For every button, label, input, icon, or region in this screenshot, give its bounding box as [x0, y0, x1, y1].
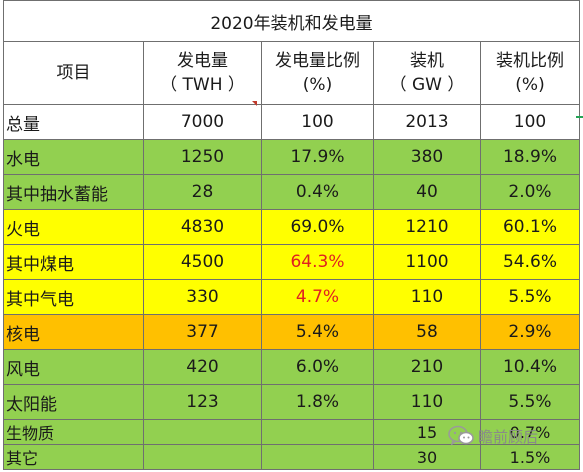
- cell-generation: 377: [143, 314, 262, 350]
- table-row: 其中气电 330 4.7% 110 5.5%: [3, 279, 580, 315]
- table-row: 生物质 15 0.7%: [3, 419, 580, 445]
- cell-capacity: 380: [373, 139, 481, 175]
- cell-capacity: 40: [373, 174, 481, 210]
- cell-capacity: 58: [373, 314, 481, 350]
- table-row: 水电 1250 17.9% 380 18.9%: [3, 139, 580, 175]
- header-capacity-ratio-unit: (%): [515, 75, 545, 95]
- cell-capacity-ratio: 18.9%: [480, 139, 580, 175]
- cell-generation: 28: [143, 174, 262, 210]
- header-item: 项目: [3, 41, 144, 105]
- cell-item: 其它: [3, 444, 144, 470]
- table-row: 太阳能 123 1.8% 110 5.5%: [3, 384, 580, 420]
- cell-capacity-ratio: 5.5%: [480, 384, 580, 420]
- header-capacity: 装机 （ GW ）: [373, 41, 481, 105]
- cell-capacity-ratio: 0.7%: [480, 419, 580, 445]
- cell-item: 生物质: [3, 419, 144, 445]
- cell-generation: 4830: [143, 209, 262, 245]
- cell-generation: 4500: [143, 244, 262, 280]
- table-row: 火电 4830 69.0% 1210 60.1%: [3, 209, 580, 245]
- cell-item: 其中气电: [3, 279, 144, 315]
- cell-generation: [143, 419, 262, 445]
- header-generation-ratio: 发电量比例 (%): [261, 41, 374, 105]
- header-generation-ratio-unit: (%): [302, 75, 333, 95]
- cell-generation-ratio: 64.3%: [261, 244, 374, 280]
- cell-capacity: 1100: [373, 244, 481, 280]
- table-row: 核电 377 5.4% 58 2.9%: [3, 314, 580, 350]
- cell-generation-ratio: 0.4%: [261, 174, 374, 210]
- cell-item: 其中煤电: [3, 244, 144, 280]
- cell-capacity: 2013: [373, 104, 481, 140]
- cell-generation: 420: [143, 349, 262, 385]
- cell-generation: 7000: [143, 104, 262, 140]
- cell-capacity-ratio: 2.0%: [480, 174, 580, 210]
- header-generation-name: 发电量: [177, 51, 228, 71]
- cell-capacity-ratio: 1.5%: [480, 444, 580, 470]
- cell-generation: [143, 444, 262, 470]
- cell-capacity: 110: [373, 279, 481, 315]
- cell-generation-ratio: [261, 444, 374, 470]
- cell-item: 火电: [3, 209, 144, 245]
- header-generation-unit: （ TWH ）: [160, 75, 245, 95]
- cell-generation-ratio: 69.0%: [261, 209, 374, 245]
- cell-comment-marker: [252, 101, 257, 106]
- table-row: 总量 7000 100 2013 100: [3, 104, 580, 140]
- table-row: 其它 30 1.5%: [3, 444, 580, 470]
- cell-generation: 123: [143, 384, 262, 420]
- cell-generation-ratio: 4.7%: [261, 279, 374, 315]
- cell-item: 核电: [3, 314, 144, 350]
- cell-capacity-ratio: 60.1%: [480, 209, 580, 245]
- cell-item: 风电: [3, 349, 144, 385]
- cell-item: 其中抽水蓄能: [3, 174, 144, 210]
- table-row: 其中煤电 4500 64.3% 1100 54.6%: [3, 244, 580, 280]
- cell-capacity: 30: [373, 444, 481, 470]
- cell-capacity-ratio: 5.5%: [480, 279, 580, 315]
- cell-item: 太阳能: [3, 384, 144, 420]
- sheet-edge-marker: [576, 116, 583, 118]
- cell-capacity-ratio: 10.4%: [480, 349, 580, 385]
- cell-capacity-ratio: 2.9%: [480, 314, 580, 350]
- header-capacity-name: 装机: [410, 51, 444, 71]
- cell-generation-ratio: [261, 419, 374, 445]
- cell-generation-ratio: 17.9%: [261, 139, 374, 175]
- header-generation: 发电量 （ TWH ）: [143, 41, 262, 105]
- cell-generation-ratio: 100: [261, 104, 374, 140]
- cell-capacity: 1210: [373, 209, 481, 245]
- header-generation-ratio-name: 发电量比例: [275, 51, 360, 71]
- cell-generation-ratio: 6.0%: [261, 349, 374, 385]
- cell-generation: 330: [143, 279, 262, 315]
- cell-item: 水电: [3, 139, 144, 175]
- cell-generation: 1250: [143, 139, 262, 175]
- cell-item: 总量: [3, 104, 144, 140]
- cell-generation-ratio: 1.8%: [261, 384, 374, 420]
- wechat-icon: [448, 425, 474, 446]
- cell-capacity-ratio: 100: [480, 104, 580, 140]
- table-row: 其中抽水蓄能 28 0.4% 40 2.0%: [3, 174, 580, 210]
- header-capacity-unit: （ GW ）: [389, 75, 465, 95]
- header-capacity-ratio: 装机比例 (%): [480, 41, 580, 105]
- cell-generation-ratio: 5.4%: [261, 314, 374, 350]
- data-table: 2020年装机和发电量 项目 发电量 （ TWH ） 发电量比例 (%) 装机 …: [3, 0, 580, 470]
- cell-capacity: 110: [373, 384, 481, 420]
- cell-capacity-ratio: 54.6%: [480, 244, 580, 280]
- watermark: 瞻前顾后: [448, 423, 538, 449]
- table-row: 风电 420 6.0% 210 10.4%: [3, 349, 580, 385]
- cell-capacity: 210: [373, 349, 481, 385]
- table-title: 2020年装机和发电量: [3, 0, 580, 42]
- header-capacity-ratio-name: 装机比例: [496, 51, 564, 71]
- watermark-text: 瞻前顾后: [478, 427, 539, 446]
